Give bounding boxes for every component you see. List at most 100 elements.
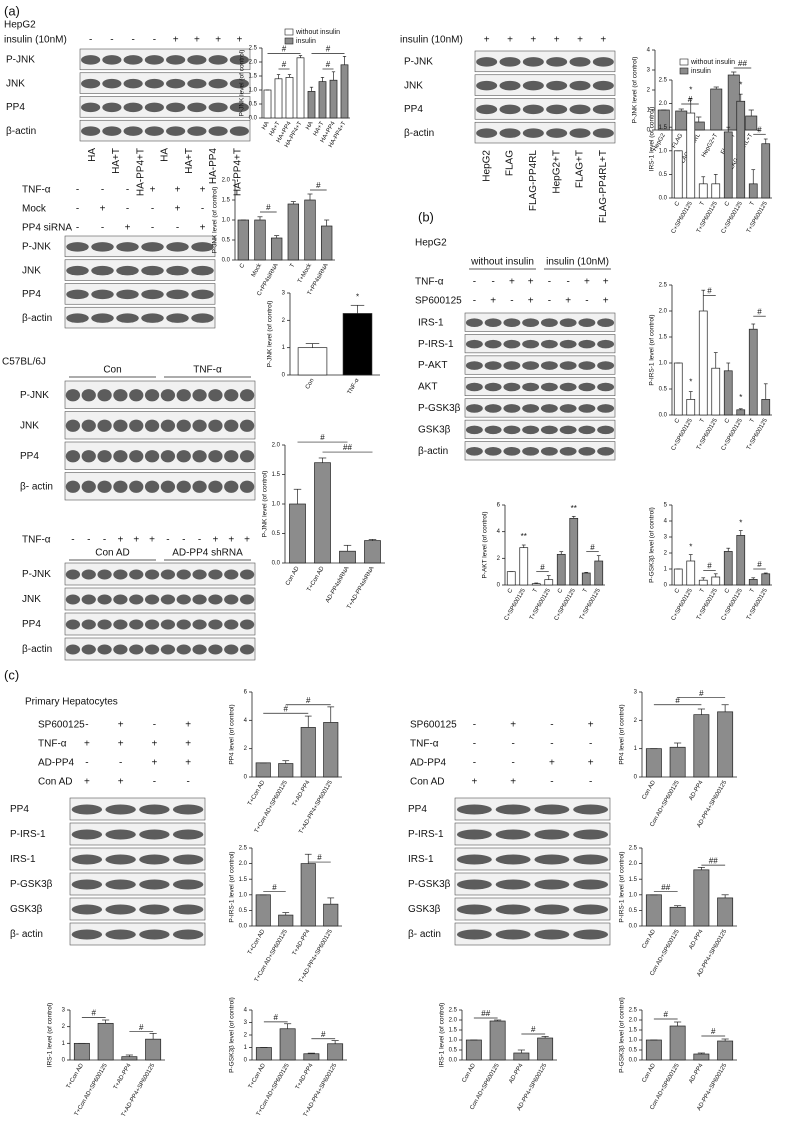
- bar: [698, 310, 708, 416]
- significance-label: #: [688, 95, 693, 104]
- x-tick-label: T+SP600125: [696, 200, 719, 234]
- bar: [669, 746, 686, 778]
- blot-band: [160, 419, 176, 432]
- blot-band: [495, 804, 531, 815]
- blot-band: [540, 339, 558, 349]
- condition-sign: +: [484, 35, 490, 46]
- blot-band: [578, 404, 596, 413]
- blot-strip: [454, 897, 611, 921]
- legend-label: without insulin: [690, 59, 735, 66]
- blot-band: [208, 102, 228, 113]
- blot-band: [484, 361, 502, 370]
- blot-strip: [454, 872, 611, 896]
- row-label: IRS-1: [418, 317, 444, 328]
- bar: [748, 183, 758, 199]
- bar: [645, 1039, 662, 1061]
- condition-sign: +: [185, 758, 191, 769]
- condition-sign: +: [577, 35, 583, 46]
- blot-band: [503, 339, 521, 349]
- blot-header: Primary Hepatocytes: [25, 697, 118, 708]
- bar: [300, 863, 316, 927]
- condition-sign: -: [550, 739, 553, 750]
- blot-band: [503, 447, 521, 456]
- blot-strip: [69, 822, 206, 846]
- blot-band: [129, 480, 144, 493]
- y-axis-label: P-JNK level (of control): [632, 57, 639, 124]
- blot-band: [208, 78, 228, 89]
- y-tick-label: 6: [244, 690, 248, 696]
- row-label: P-JNK: [22, 242, 51, 253]
- significance-label: *: [739, 519, 742, 528]
- blot-band: [172, 854, 204, 865]
- blot-band: [239, 569, 255, 580]
- y-axis-label: IRS-1 level (of control): [47, 1003, 54, 1068]
- blot-band: [592, 128, 614, 138]
- y-tick-label: 2.5: [629, 1008, 638, 1014]
- lane-label: FLAG: [505, 150, 516, 176]
- blot-band: [113, 419, 128, 432]
- blot-band: [166, 265, 189, 276]
- blot-band: [229, 55, 249, 65]
- condition-sign: +: [588, 720, 594, 731]
- blot-band: [522, 57, 544, 67]
- condition-sign: +: [528, 296, 534, 307]
- row-label: β- actin: [408, 929, 441, 940]
- blot-band: [522, 425, 540, 435]
- y-axis-label: P-GSK3β level (of control): [619, 997, 626, 1073]
- x-tick-label: T+SP600125: [529, 587, 552, 621]
- y-axis-label: P-JNK level (of control): [239, 50, 246, 117]
- blot-band: [569, 104, 591, 115]
- condition-sign: +: [173, 35, 179, 46]
- x-tick-label: T+Con AD: [306, 565, 325, 593]
- bar: [255, 1047, 272, 1061]
- blot-band: [144, 450, 160, 463]
- y-tick-label: 1: [647, 108, 651, 114]
- blot-band: [559, 447, 577, 456]
- y-tick-label: 2.0: [239, 861, 248, 867]
- significance-label: #: [306, 696, 311, 705]
- blot-band: [116, 289, 139, 300]
- condition-sign: +: [100, 204, 106, 215]
- blot-band: [476, 80, 498, 91]
- blot-band: [540, 425, 558, 435]
- x-tick-label: Con AD: [461, 1062, 477, 1083]
- blot-band: [166, 102, 186, 113]
- blot-strip: [79, 48, 251, 71]
- row-label: IRS-1: [408, 854, 434, 865]
- blot-band: [144, 102, 164, 113]
- y-axis-label: P-JNK level (of control): [267, 301, 274, 368]
- blot-band: [578, 382, 596, 392]
- blot-band: [522, 447, 540, 456]
- y-axis-label: PP4 level (of control): [229, 704, 236, 764]
- y-tick-label: 2.0: [449, 1018, 458, 1024]
- condition-sign: +: [118, 739, 124, 750]
- row-label: P-AKT: [418, 360, 447, 371]
- x-tick-label: C: [724, 417, 732, 424]
- blot-band: [208, 480, 223, 493]
- blot-band: [456, 804, 492, 815]
- bar: [723, 551, 733, 586]
- blot-band: [592, 104, 614, 115]
- bar: [279, 1028, 296, 1061]
- blot-band: [65, 389, 81, 402]
- blot-strip: [79, 119, 251, 142]
- significance-label: *: [356, 292, 359, 301]
- condition-sign: -: [550, 777, 553, 788]
- condition-sign: -: [176, 223, 179, 234]
- significance-label: #: [707, 287, 712, 296]
- x-tick-label: T+AD-PP4: [113, 1062, 133, 1091]
- blot-band: [573, 804, 609, 815]
- significance-label: #: [321, 1030, 326, 1039]
- blot-strip: [464, 312, 616, 332]
- y-tick-label: 1: [664, 567, 668, 573]
- x-tick-label: T+SP600125: [696, 587, 719, 621]
- condition-label: insulin (10nM): [400, 35, 463, 46]
- row-label: JNK: [20, 420, 39, 431]
- blot-header: C57BL/6J: [2, 357, 46, 368]
- condition-sign: -: [186, 777, 189, 788]
- x-tick-label: TNF-α: [347, 377, 361, 395]
- blot-band: [578, 339, 596, 349]
- row-label: GSK3β: [408, 904, 441, 915]
- blot-band: [113, 644, 128, 655]
